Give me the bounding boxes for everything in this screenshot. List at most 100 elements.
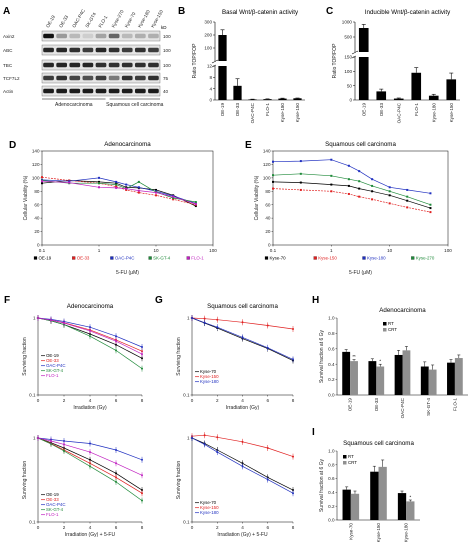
- x-tick-label: OAC-P4C: [400, 397, 405, 418]
- blot-band: [56, 33, 68, 39]
- legend-label: OAC-P4C: [115, 256, 135, 261]
- x-tick-label: OE-33: [374, 398, 379, 412]
- chart-title: Basal Wnt/β-catenin activity: [222, 9, 299, 16]
- x-tick-label: 8: [292, 398, 295, 403]
- data-point: [406, 206, 409, 209]
- series-line: [37, 437, 143, 501]
- panel-label-e: E: [245, 140, 252, 151]
- data-point: [89, 442, 91, 445]
- blot-band: [82, 47, 94, 53]
- data-point: [63, 440, 65, 443]
- data-point: [330, 190, 333, 193]
- x-tick-label: 100: [209, 248, 217, 253]
- legend-label: Kyse-180: [367, 256, 386, 261]
- x-tick-label: 4: [89, 398, 92, 403]
- chart-title: Adenocarcinoma: [104, 141, 151, 148]
- data-point: [115, 472, 117, 475]
- data-point: [155, 188, 157, 191]
- chart-title: Squamous cell carcinoma: [343, 440, 414, 447]
- legend-label: SK-GT-4: [46, 368, 64, 373]
- blot-band: [69, 47, 81, 53]
- data-point: [125, 188, 128, 191]
- x-tick-label: 6: [266, 525, 269, 530]
- y-tick-label: 0: [268, 243, 271, 248]
- data-point: [37, 437, 39, 439]
- data-point: [89, 335, 91, 338]
- data-point: [203, 321, 206, 324]
- blot-band: [82, 75, 94, 81]
- bar: [446, 79, 457, 100]
- x-tick-label: OE-33: [235, 103, 240, 117]
- data-point: [137, 186, 140, 189]
- x-tick-label: 100: [444, 248, 452, 253]
- y-axis-label: Surviving fraction: [176, 337, 182, 376]
- y-tick-label: 0.1: [29, 393, 36, 398]
- legend-swatch: [72, 256, 76, 260]
- x-axis-label: 5-FU (μM): [116, 270, 139, 276]
- x-tick-label: 0.1: [39, 248, 46, 253]
- legend-swatch: [110, 256, 114, 260]
- blot-band: [134, 88, 146, 94]
- blot-kd-marker: 100: [163, 48, 171, 53]
- bar: [454, 358, 463, 395]
- y-tick-label: 0: [349, 98, 352, 103]
- legend-label: Kyse-270: [416, 256, 435, 261]
- blot-kd-marker: 75: [163, 76, 169, 81]
- x-axis-label: Irradiation (Gy): [73, 405, 107, 411]
- series-line: [37, 317, 143, 348]
- bar: [342, 351, 351, 395]
- x-axis-label: Irradiation (Gy): [226, 405, 260, 411]
- data-point: [266, 447, 269, 450]
- blot-band: [134, 75, 146, 81]
- data-point: [63, 322, 65, 325]
- x-axis-label: Irradiation (Gy) + 5-FU: [217, 532, 268, 538]
- x-tick-label: OAC-P4C: [396, 102, 401, 123]
- chart-survival-squamous-rt: Squamous cell carcinoma Surviving fractio…: [176, 303, 295, 411]
- data-point: [216, 436, 219, 439]
- y-tick-label: 0.2: [328, 377, 335, 382]
- data-point: [98, 180, 100, 183]
- y-tick-label: 1.0: [328, 449, 335, 454]
- data-point: [388, 186, 391, 189]
- data-point: [141, 489, 143, 492]
- series-line: [191, 317, 294, 360]
- y-tick-label: 0.1: [183, 393, 190, 398]
- blot-band: [121, 75, 133, 81]
- legend-label: OAC-P4C: [46, 502, 66, 507]
- y-tick-label: 100: [263, 175, 271, 180]
- data-point: [371, 184, 374, 187]
- legend-label: Kyse-180: [200, 379, 219, 384]
- bar: [248, 99, 257, 100]
- x-tick-label: Kyse-180: [280, 103, 285, 123]
- blot-group-label: Squamous cell carcinoma: [106, 102, 163, 108]
- data-point: [330, 158, 333, 161]
- data-point: [371, 178, 374, 181]
- bar: [293, 98, 302, 100]
- x-tick-label: Kyse-150: [376, 523, 381, 543]
- panel-label-a: A: [3, 6, 10, 17]
- y-tick-label: 8: [209, 75, 212, 80]
- y-axis-label: Surviving fraction: [22, 461, 28, 500]
- y-tick-label: 120: [32, 162, 40, 167]
- legend-label: Kyse-70: [200, 500, 217, 505]
- y-tick-label: 100: [344, 69, 352, 74]
- legend-label: FLO-1: [191, 256, 204, 261]
- data-point: [272, 160, 274, 163]
- data-point: [115, 340, 117, 343]
- x-tick-label: 6: [266, 398, 269, 403]
- bar: [358, 28, 369, 100]
- data-point: [203, 434, 206, 437]
- y-tick-label: 0.0: [328, 393, 335, 398]
- bar: [447, 362, 455, 395]
- x-tick-label: 6: [115, 398, 118, 403]
- blot-band: [43, 33, 54, 39]
- y-tick-label: 20: [34, 229, 40, 234]
- x-tick-label: 1: [330, 248, 333, 253]
- data-point: [429, 211, 432, 214]
- bar: [376, 91, 387, 100]
- y-tick-label: 20: [265, 229, 271, 234]
- data-point: [115, 185, 118, 188]
- data-point: [406, 195, 409, 198]
- x-tick-label: OE-33: [379, 103, 384, 117]
- y-tick-label: 1: [33, 436, 36, 441]
